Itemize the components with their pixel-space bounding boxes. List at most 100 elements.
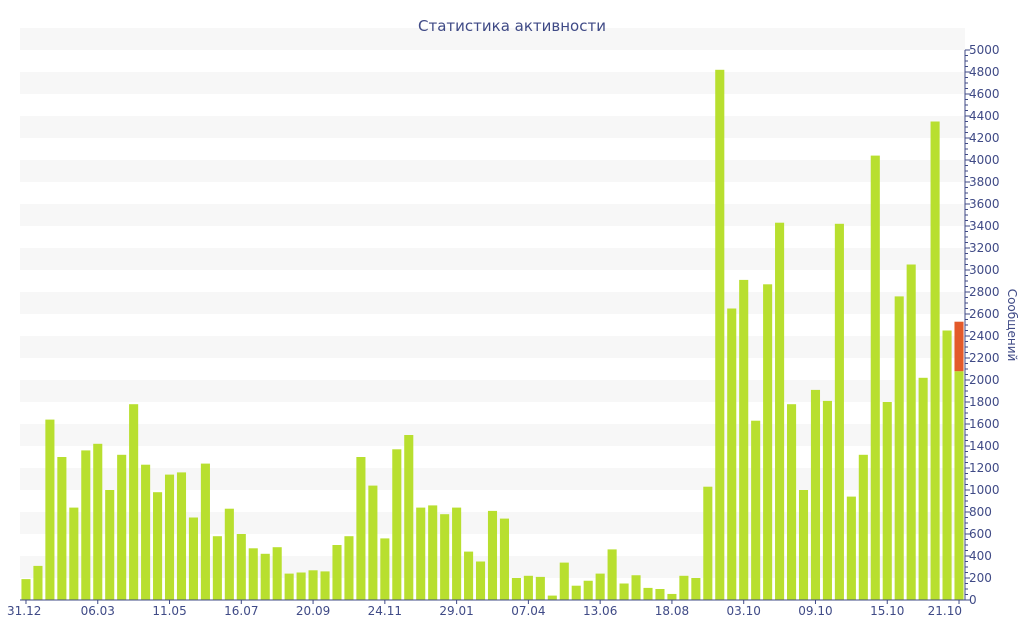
bar[interactable] xyxy=(284,573,294,600)
bar[interactable] xyxy=(356,457,366,600)
bar[interactable] xyxy=(117,454,127,600)
highlight-segment[interactable] xyxy=(954,321,964,372)
bar[interactable] xyxy=(679,575,689,600)
bar[interactable] xyxy=(691,578,701,600)
x-tick-label: 13.06 xyxy=(583,604,617,618)
bar[interactable] xyxy=(81,450,91,600)
bar[interactable] xyxy=(667,593,677,600)
bar[interactable] xyxy=(141,464,151,600)
bar[interactable] xyxy=(428,505,438,600)
bar[interactable] xyxy=(607,549,617,600)
bar[interactable] xyxy=(404,435,414,600)
bar[interactable] xyxy=(655,589,665,600)
grid-band xyxy=(20,336,965,358)
y-tick-label: 2000 xyxy=(969,373,1000,387)
bar[interactable] xyxy=(475,561,486,601)
bar[interactable] xyxy=(918,377,928,600)
bar[interactable] xyxy=(751,420,761,600)
bar[interactable] xyxy=(272,547,282,600)
bar[interactable] xyxy=(224,508,234,600)
bar[interactable] xyxy=(236,534,246,600)
bar[interactable] xyxy=(93,443,103,600)
bar[interactable] xyxy=(894,296,904,600)
bar[interactable] xyxy=(176,472,187,600)
x-tick-label: 03.10 xyxy=(727,604,761,618)
bar[interactable] xyxy=(511,578,521,600)
x-tick-label: 21.10 xyxy=(928,604,962,618)
y-tick-label: 1200 xyxy=(969,461,1000,475)
bar[interactable] xyxy=(452,507,462,600)
bar[interactable] xyxy=(200,463,210,600)
bar[interactable] xyxy=(822,400,832,600)
bar[interactable] xyxy=(535,576,545,600)
bar[interactable] xyxy=(164,474,175,600)
bar[interactable] xyxy=(703,486,713,600)
bar[interactable] xyxy=(392,449,402,600)
y-tick-label: 3600 xyxy=(969,197,1000,211)
bar[interactable] xyxy=(834,223,844,601)
y-tick-label: 2400 xyxy=(969,329,1000,343)
bar[interactable] xyxy=(583,580,593,600)
bar[interactable] xyxy=(775,222,785,600)
bar[interactable] xyxy=(320,571,330,600)
bar[interactable] xyxy=(464,551,474,600)
grid-band xyxy=(20,204,965,226)
bar[interactable] xyxy=(870,155,880,600)
bar[interactable] xyxy=(882,402,892,600)
bar[interactable] xyxy=(21,579,31,600)
bar[interactable] xyxy=(942,330,952,601)
bar[interactable] xyxy=(416,507,426,600)
bar[interactable] xyxy=(296,572,306,601)
bar[interactable] xyxy=(846,496,856,600)
bar[interactable] xyxy=(57,457,67,600)
bar[interactable] xyxy=(33,565,43,600)
bar[interactable] xyxy=(547,595,557,600)
bar[interactable] xyxy=(906,264,916,601)
bar[interactable] xyxy=(787,404,797,600)
bar[interactable] xyxy=(559,562,569,600)
bar[interactable] xyxy=(643,587,653,600)
y-tick-label: 1400 xyxy=(969,439,1000,453)
bar[interactable] xyxy=(260,553,270,600)
bar[interactable] xyxy=(930,121,940,601)
bar[interactable] xyxy=(595,573,605,600)
bar[interactable] xyxy=(45,419,55,600)
bar[interactable] xyxy=(188,517,198,601)
bar[interactable] xyxy=(571,585,581,600)
bar[interactable] xyxy=(344,536,354,600)
bar[interactable] xyxy=(619,583,629,601)
bar[interactable] xyxy=(153,492,163,600)
bar[interactable] xyxy=(332,545,342,600)
bar[interactable] xyxy=(763,284,773,600)
y-tick-label: 200 xyxy=(969,571,992,585)
bar[interactable] xyxy=(798,490,809,600)
bar[interactable] xyxy=(523,575,533,600)
bar[interactable] xyxy=(499,518,510,600)
bar[interactable] xyxy=(715,69,725,601)
bar[interactable] xyxy=(69,507,79,600)
bar[interactable] xyxy=(368,485,378,600)
bar[interactable] xyxy=(954,371,964,600)
bar[interactable] xyxy=(212,536,222,600)
bar[interactable] xyxy=(308,570,318,600)
bar[interactable] xyxy=(105,490,115,600)
bar[interactable] xyxy=(810,389,821,600)
y-tick-label: 2200 xyxy=(969,351,1000,365)
y-axis: 0 200 400 600 800 1000 1200 1400 1600 1800 2000 220… xyxy=(964,43,1000,607)
bar[interactable] xyxy=(727,308,737,601)
bar[interactable] xyxy=(248,548,258,600)
bar[interactable] xyxy=(440,514,450,600)
bar[interactable] xyxy=(631,575,641,600)
x-axis: 31.12 06.03 11.05 16.07 20.09 24.11 29.01 07.04… xyxy=(7,599,965,618)
x-tick-label: 31.12 xyxy=(7,604,41,618)
bar[interactable] xyxy=(129,404,139,600)
y-tick-label: 4800 xyxy=(969,65,1000,79)
bar[interactable] xyxy=(858,454,868,600)
grid-band xyxy=(20,116,965,138)
bar[interactable] xyxy=(739,279,749,600)
bar[interactable] xyxy=(487,510,498,600)
bar[interactable] xyxy=(380,538,390,600)
y-tick-label: 1800 xyxy=(969,395,1000,409)
grid-band xyxy=(20,380,965,402)
